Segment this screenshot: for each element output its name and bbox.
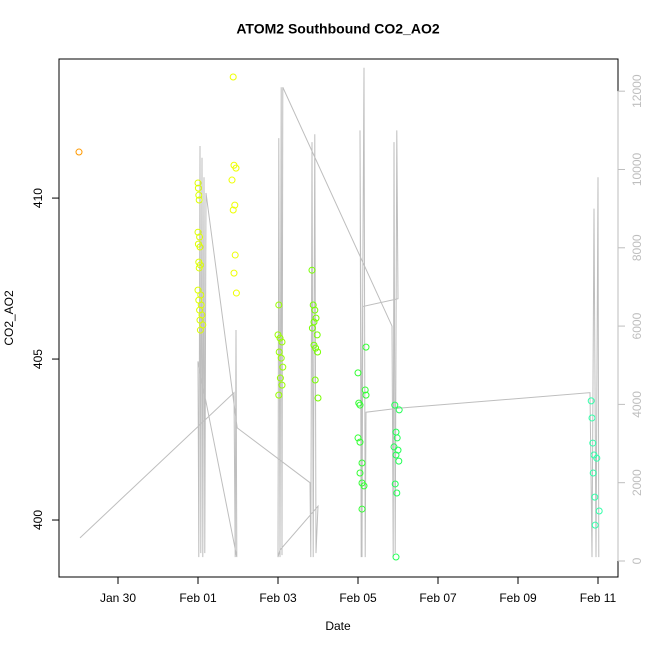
point [275, 348, 283, 356]
point [275, 391, 283, 399]
point [232, 164, 240, 172]
point [313, 331, 321, 339]
point [587, 397, 595, 405]
y2-tick-label: 0 [630, 557, 644, 564]
point [229, 206, 237, 214]
x-axis-label: Date [325, 619, 351, 633]
y-tick-label: 410 [31, 188, 45, 208]
point [194, 179, 202, 187]
point [362, 343, 370, 351]
point [229, 73, 237, 81]
point [311, 306, 319, 314]
point [354, 369, 362, 377]
point [195, 196, 203, 204]
point [395, 406, 403, 414]
depth-line [79, 67, 600, 558]
point [393, 489, 401, 497]
point [312, 314, 320, 322]
x-tick-label: Feb 01 [179, 591, 217, 605]
point [278, 381, 286, 389]
point [395, 457, 403, 465]
point [312, 344, 320, 352]
point [588, 414, 596, 422]
point [356, 469, 364, 477]
y2-tick-label: 10000 [630, 152, 644, 186]
point [595, 507, 603, 515]
plot-frame [58, 58, 619, 578]
point [276, 334, 284, 342]
point [308, 266, 316, 274]
point [354, 434, 362, 442]
point [360, 482, 368, 490]
point [75, 148, 83, 156]
point [228, 176, 236, 184]
point [194, 228, 202, 236]
point [589, 439, 597, 447]
point [279, 363, 287, 371]
point [275, 301, 283, 309]
point [278, 338, 286, 346]
point [591, 493, 599, 501]
point [593, 454, 601, 462]
y-tick-label: 400 [31, 510, 45, 530]
point [358, 505, 366, 513]
point [194, 184, 202, 192]
point [195, 264, 203, 272]
y2-tick-label: 4000 [630, 391, 644, 418]
y2-tick-label: 8000 [630, 234, 644, 261]
point [196, 243, 204, 251]
y2-tick-label: 12000 [630, 74, 644, 108]
point [314, 348, 322, 356]
point [589, 469, 597, 477]
point [361, 386, 369, 394]
point [231, 251, 239, 259]
x-tick-label: Feb 05 [339, 591, 377, 605]
point [196, 233, 204, 241]
point [231, 201, 239, 209]
point [314, 394, 322, 402]
x-tick-label: Jan 30 [100, 591, 136, 605]
point [195, 191, 203, 199]
point [276, 374, 284, 382]
x-tick-label: Feb 03 [259, 591, 297, 605]
point [356, 438, 364, 446]
chart-title: ATOM2 Southbound CO2_AO2 [236, 21, 439, 37]
y2-tick-label: 2000 [630, 469, 644, 496]
point [591, 521, 599, 529]
point [308, 324, 316, 332]
point [196, 326, 204, 334]
y-axis-label: CO2_AO2 [2, 290, 16, 346]
y-tick-label: 405 [31, 349, 45, 369]
x-tick-label: Feb 11 [580, 591, 617, 605]
point [358, 459, 366, 467]
point [277, 354, 285, 362]
point [355, 399, 363, 407]
y2-tick-label: 6000 [630, 312, 644, 339]
point [232, 289, 240, 297]
point [393, 434, 401, 442]
point [230, 269, 238, 277]
point [391, 401, 399, 409]
point [362, 391, 370, 399]
point [391, 480, 399, 488]
x-tick-label: Feb 07 [419, 591, 457, 605]
point [310, 318, 318, 326]
point [356, 401, 364, 409]
point [311, 376, 319, 384]
point [392, 451, 400, 459]
x-tick-label: Feb 09 [499, 591, 537, 605]
point [392, 553, 400, 561]
